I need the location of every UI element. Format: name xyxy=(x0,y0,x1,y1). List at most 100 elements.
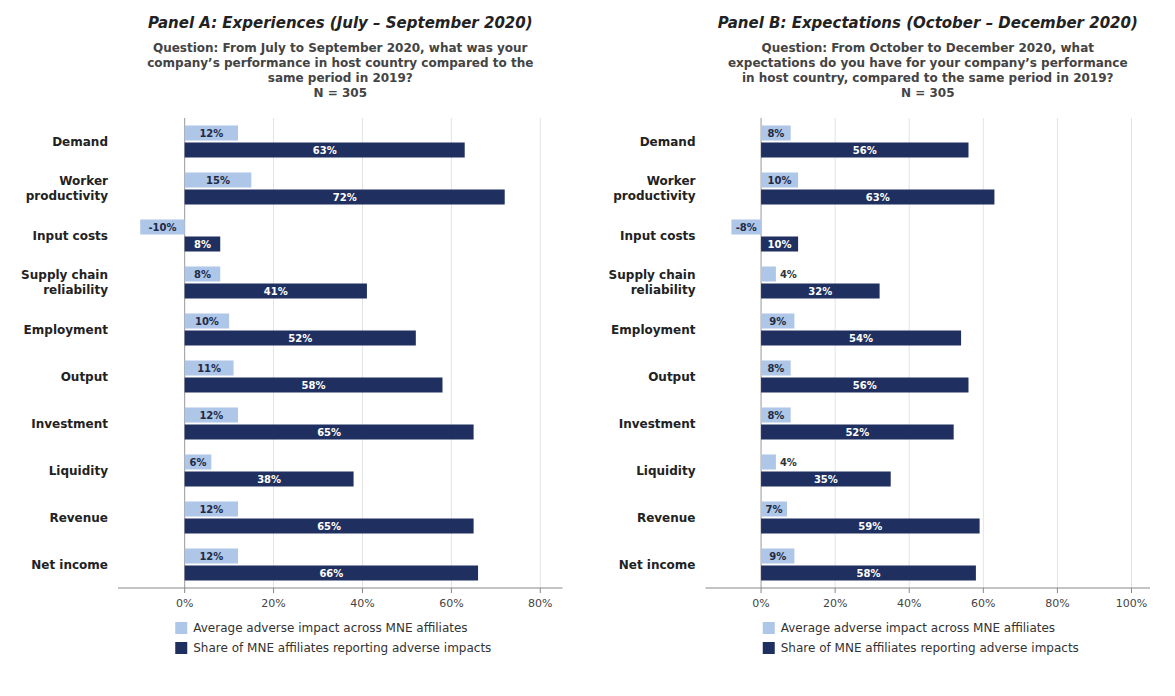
bar xyxy=(761,173,798,188)
category-label: Employment xyxy=(24,322,109,336)
category-line: Demand xyxy=(52,134,108,148)
category-line: Supply chain xyxy=(21,268,108,282)
category-label: Demand xyxy=(52,134,108,148)
data-label: 8% xyxy=(767,128,784,139)
category-line: Revenue xyxy=(637,510,696,524)
category-line: Investment xyxy=(31,416,108,430)
category-line: reliability xyxy=(43,282,108,296)
subtitle: Question: From October to December 2020,… xyxy=(728,41,1128,100)
bar xyxy=(761,472,891,487)
data-label: 8% xyxy=(767,410,784,421)
tick-mark xyxy=(1057,588,1058,593)
category-line: Investment xyxy=(619,416,696,430)
data-label: 10% xyxy=(768,239,792,250)
bar xyxy=(185,408,238,423)
data-label: 58% xyxy=(857,568,881,579)
grid-line xyxy=(451,118,452,588)
bar xyxy=(185,566,478,581)
data-label: 11% xyxy=(197,363,221,374)
category-line: reliability xyxy=(631,282,696,296)
bar xyxy=(185,425,474,440)
category-label: Net income xyxy=(619,557,696,571)
bar xyxy=(761,237,798,252)
grid-line xyxy=(1131,118,1132,588)
category-label: Workerproductivity xyxy=(26,174,109,202)
data-label: 10% xyxy=(768,175,792,186)
tick-mark xyxy=(761,588,762,593)
bar xyxy=(761,361,791,376)
tick-label: 60% xyxy=(439,597,463,610)
category-line: productivity xyxy=(613,188,696,202)
subtitle-line: same period in 2019? xyxy=(268,71,413,85)
tick-mark xyxy=(909,588,910,593)
bar xyxy=(185,143,465,158)
bar xyxy=(185,237,221,252)
data-label: 56% xyxy=(853,145,877,156)
category-label: Revenue xyxy=(637,510,696,524)
tick-mark xyxy=(184,588,185,593)
data-labels: 12%63%15%72%-10%8%8%41%10%52%11%58%12%65… xyxy=(148,128,356,579)
tick-label: 60% xyxy=(971,597,995,610)
bar xyxy=(761,566,976,581)
bar xyxy=(761,284,880,299)
bar xyxy=(185,455,212,470)
bar xyxy=(185,502,238,517)
data-label: 12% xyxy=(199,128,223,139)
grid-line xyxy=(362,118,363,588)
category-label: Demand xyxy=(640,134,696,148)
data-label: 12% xyxy=(199,504,223,515)
category-label: Liquidity xyxy=(49,463,108,477)
bar xyxy=(761,126,791,141)
category-label: Workerproductivity xyxy=(613,174,696,202)
data-label: 8% xyxy=(194,239,211,250)
category-line: Employment xyxy=(611,322,696,336)
grid-line xyxy=(909,118,910,588)
bar xyxy=(761,331,961,346)
data-label: 8% xyxy=(767,363,784,374)
data-label: 12% xyxy=(199,551,223,562)
grid-line xyxy=(1057,118,1058,588)
bar xyxy=(185,331,416,346)
bar xyxy=(761,519,980,534)
data-label: 8% xyxy=(194,269,211,280)
title: Panel A: Experiences (July – September 2… xyxy=(148,14,533,32)
bar xyxy=(761,267,776,282)
bar xyxy=(731,220,761,235)
grid-line xyxy=(761,118,762,588)
tick-label: 20% xyxy=(823,597,847,610)
bar xyxy=(761,378,968,393)
background xyxy=(0,0,1175,696)
category-line: Liquidity xyxy=(49,463,108,477)
bar xyxy=(185,519,474,534)
title: Panel B: Expectations (October – Decembe… xyxy=(718,14,1138,32)
data-label: 32% xyxy=(808,286,832,297)
data-label: 65% xyxy=(317,427,341,438)
category-label: Net income xyxy=(31,557,108,571)
legend-label: Share of MNE affiliates reporting advers… xyxy=(193,641,491,655)
tick-mark xyxy=(451,588,452,593)
bar xyxy=(761,314,794,329)
bar xyxy=(185,173,252,188)
bar xyxy=(185,472,354,487)
panel: Panel A: Experiences (July – September 2… xyxy=(21,14,562,655)
data-label: 35% xyxy=(814,474,838,485)
category-label: Supply chainreliability xyxy=(21,268,108,296)
data-label: 52% xyxy=(845,427,869,438)
category-line: Input costs xyxy=(33,228,108,242)
tick-mark xyxy=(983,588,984,593)
bar xyxy=(761,190,994,205)
grid-line xyxy=(273,118,274,588)
category-label: Output xyxy=(648,369,696,383)
data-label: 52% xyxy=(288,333,312,344)
category-line: Worker xyxy=(647,174,696,188)
bar xyxy=(761,408,791,423)
data-label: 66% xyxy=(319,568,343,579)
data-label: -8% xyxy=(736,222,757,233)
grid-line xyxy=(983,118,984,588)
category-label: Liquidity xyxy=(636,463,695,477)
subtitle-line: N = 305 xyxy=(313,86,367,100)
data-label: 15% xyxy=(206,175,230,186)
category-label: Investment xyxy=(619,416,696,430)
bar xyxy=(185,361,234,376)
subtitle-line: expectations do you have for your compan… xyxy=(728,56,1128,70)
